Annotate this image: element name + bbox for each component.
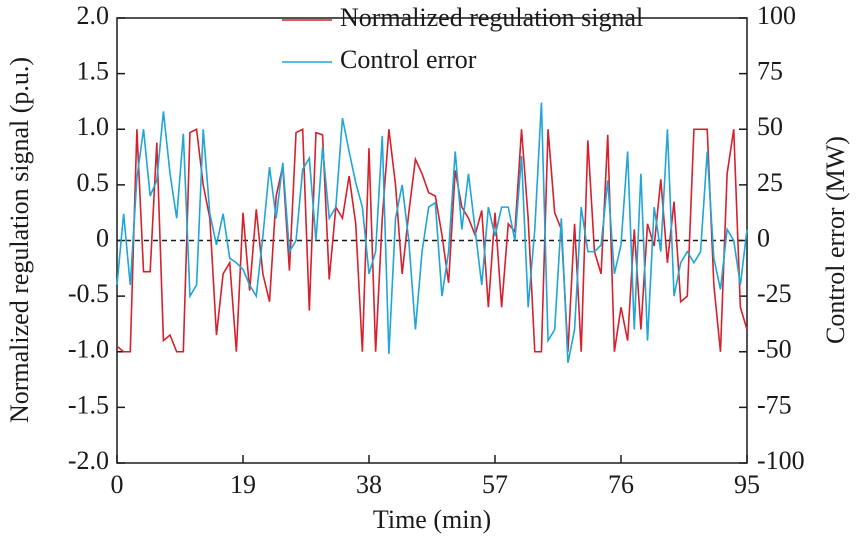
y-tick-label: 2.0 [77, 1, 110, 30]
y-tick-label: -1.5 [68, 390, 109, 419]
y-axis-title: Normalized regulation signal (p.u.) [5, 57, 34, 423]
x-tick-label: 0 [111, 470, 124, 499]
series-line [116, 127, 748, 353]
y2-tick-label: 0 [757, 223, 770, 252]
x-axis-title: Time (min) [373, 505, 491, 534]
y2-tick-label: -25 [757, 279, 792, 308]
x-tick-label: 19 [230, 470, 256, 499]
y-tick-label: -2.0 [68, 446, 109, 475]
y2-tick-label: 25 [757, 168, 783, 197]
y-tick-label: -1.0 [68, 335, 109, 364]
y-tick-label: 0 [96, 223, 109, 252]
x-tick-label: 95 [734, 470, 760, 499]
y2-tick-label: 50 [757, 112, 783, 141]
y-tick-label: 1.5 [77, 57, 110, 86]
x-tick-label: 76 [608, 470, 634, 499]
y2-tick-label: 100 [757, 1, 796, 30]
x-tick-label: 38 [356, 470, 382, 499]
legend-label: Control error [340, 45, 477, 74]
x-tick-label: 57 [482, 470, 508, 499]
y-tick-label: -0.5 [68, 279, 109, 308]
series-line [116, 102, 748, 364]
y2-tick-label: -50 [757, 335, 792, 364]
legend-label: Normalized regulation signal [340, 3, 643, 32]
y-tick-label: 0.5 [77, 168, 110, 197]
y-tick-label: 1.0 [77, 112, 110, 141]
y2-tick-label: 75 [757, 57, 783, 86]
y2-tick-label: -100 [757, 446, 805, 475]
y2-axis-title: Control error (MW) [821, 136, 850, 344]
y2-tick-label: -75 [757, 390, 792, 419]
